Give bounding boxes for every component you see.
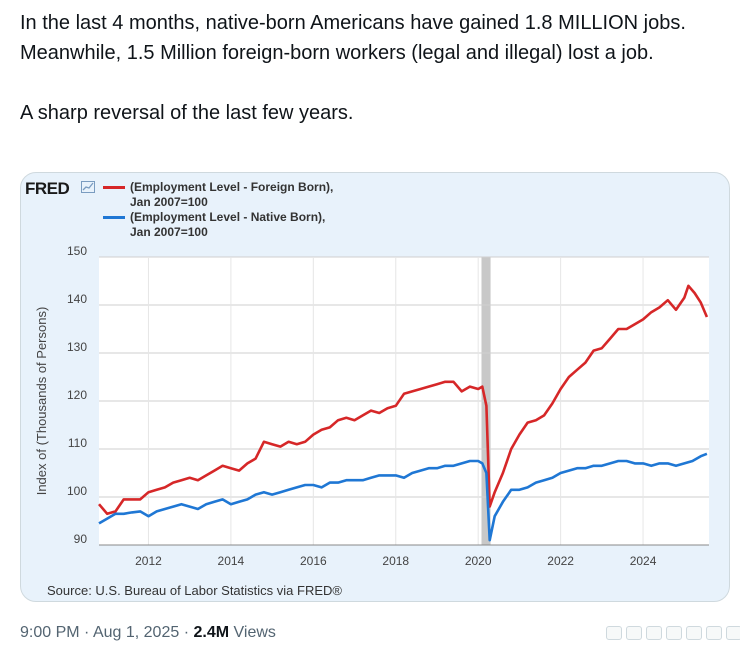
placeholder-block: [726, 626, 740, 640]
placeholder-strip: [606, 626, 740, 640]
legend-swatch-blue: [103, 216, 125, 219]
y-axis-label: Index of (Thousands of Persons): [34, 307, 49, 496]
legend-item-native-born: (Employment Level - Native Born), Jan 20…: [103, 210, 333, 240]
chart-source: Source: U.S. Bureau of Labor Statistics …: [47, 583, 342, 598]
placeholder-block: [706, 626, 722, 640]
tweet-paragraph-2: A sharp reversal of the last few years.: [20, 102, 354, 124]
y-tick-label: 100: [67, 484, 87, 498]
chart-card[interactable]: 90 100 110 120 130 140 150 2012 2014 2016 2018 2020…: [20, 172, 730, 602]
tweet-paragraph-1: In the last 4 months, native-born Americ…: [20, 12, 686, 64]
legend-label-foreign-born: (Employment Level - Foreign Born),: [130, 180, 334, 194]
fred-chart: 90 100 110 120 130 140 150 2012 2014 2016 2018 2020…: [34, 244, 709, 568]
views-count: 2.4M: [193, 624, 230, 641]
tweet-date[interactable]: Aug 1, 2025: [92, 624, 180, 641]
views-label: Views: [233, 624, 276, 641]
tweet-meta: 9:00 PM · Aug 1, 2025 · 2.4M Views: [20, 624, 276, 642]
placeholder-block: [666, 626, 682, 640]
legend-item-foreign-born: (Employment Level - Foreign Born), Jan 2…: [103, 180, 333, 210]
legend-sub-native-born: Jan 2007=100: [130, 225, 208, 239]
fred-logo: FRED: [25, 179, 70, 198]
x-tick-label: 2018: [382, 554, 409, 568]
chart-legend: (Employment Level - Foreign Born), Jan 2…: [103, 180, 333, 240]
x-tick-label: 2016: [300, 554, 327, 568]
x-tick-label: 2020: [465, 554, 492, 568]
chart-trend-icon: [81, 181, 95, 193]
y-tick-label: 110: [68, 436, 87, 450]
placeholder-block: [606, 626, 622, 640]
y-tick-label: 150: [67, 244, 87, 258]
legend-swatch-red: [103, 186, 125, 189]
meta-separator-2: ·: [183, 624, 190, 641]
tweet-text: In the last 4 months, native-born Americ…: [20, 8, 726, 128]
placeholder-block: [686, 626, 702, 640]
x-tick-label: 2024: [630, 554, 657, 568]
placeholder-block: [646, 626, 662, 640]
series-line-foreign-born: [98, 284, 709, 516]
x-tick-label: 2012: [135, 554, 162, 568]
y-tick-label: 130: [67, 340, 87, 354]
y-tick-label: 90: [74, 532, 88, 546]
series-line-native-born: [98, 452, 708, 542]
legend-sub-foreign-born: Jan 2007=100: [130, 195, 208, 209]
y-tick-label: 140: [67, 292, 87, 306]
placeholder-block: [626, 626, 642, 640]
x-tick-label: 2022: [547, 554, 574, 568]
tweet-time[interactable]: 9:00 PM: [20, 624, 80, 641]
meta-separator: ·: [84, 624, 90, 641]
y-tick-label: 120: [67, 388, 87, 402]
legend-label-native-born: (Employment Level - Native Born),: [130, 210, 326, 224]
x-tick-label: 2014: [218, 554, 245, 568]
